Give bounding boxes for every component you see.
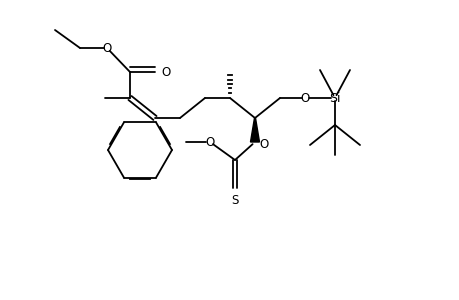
Text: O: O (300, 92, 309, 104)
Text: O: O (205, 136, 214, 148)
Polygon shape (250, 118, 259, 142)
Text: Si: Si (329, 92, 340, 104)
Text: O: O (102, 41, 112, 55)
Text: O: O (161, 65, 170, 79)
Text: S: S (231, 194, 238, 206)
Text: O: O (259, 139, 268, 152)
